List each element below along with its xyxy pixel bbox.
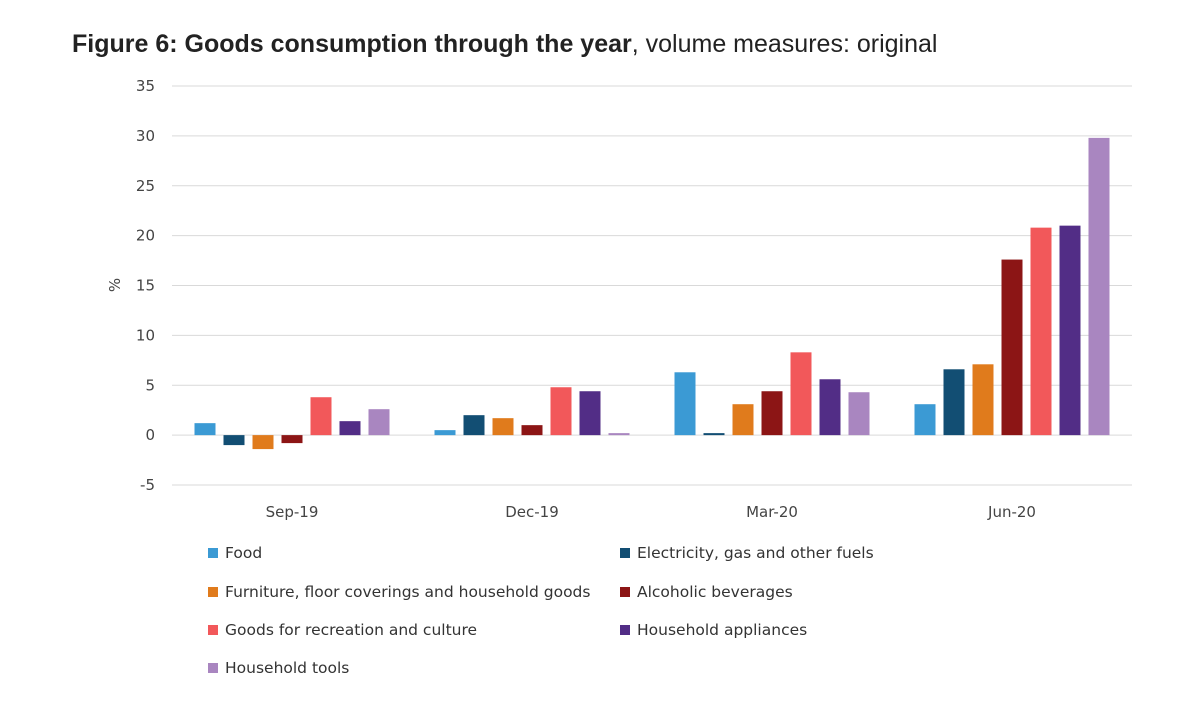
x-tick-label: Dec-19 [505, 503, 559, 521]
legend-item: Household tools [208, 659, 349, 677]
bar [703, 433, 725, 436]
legend-label: Household tools [225, 659, 350, 677]
legend-label: Goods for recreation and culture [225, 621, 478, 639]
chart-title: Figure 6: Goods consumption through the … [72, 30, 937, 59]
bar [252, 435, 274, 450]
legend-item: Alcoholic beverages [620, 583, 793, 601]
y-tick-label: 25 [136, 177, 155, 195]
y-tick-label: 15 [136, 277, 155, 295]
bar [281, 435, 303, 444]
bar [790, 352, 812, 436]
y-tick-label: 10 [136, 326, 155, 344]
bar [1059, 225, 1081, 436]
bar [914, 404, 936, 436]
bar [339, 421, 361, 436]
bar [368, 409, 390, 436]
y-tick-label: 0 [145, 426, 155, 444]
y-axis-label: % [106, 278, 124, 292]
bar [492, 418, 514, 436]
bar [674, 372, 696, 436]
legend-label: Household appliances [637, 621, 808, 639]
legend-swatch [208, 624, 218, 635]
bar [550, 387, 572, 436]
legend-label: Alcoholic beverages [637, 583, 793, 601]
bar [194, 423, 216, 436]
legend-swatch [620, 624, 630, 635]
bar [223, 435, 245, 446]
bar [848, 392, 870, 436]
legend-swatch [620, 586, 630, 597]
y-tick-label: 20 [136, 227, 155, 245]
bar [1088, 137, 1110, 436]
legend-item: Electricity, gas and other fuels [620, 544, 874, 562]
legend-swatch [208, 586, 218, 597]
legend-label: Furniture, floor coverings and household… [225, 583, 591, 601]
bar [434, 430, 456, 436]
legend-item: Food [208, 544, 262, 562]
legend-item: Goods for recreation and culture [208, 621, 477, 639]
y-tick-label: 30 [136, 127, 155, 145]
chart-title-rest: , volume measures: original [631, 30, 938, 58]
y-tick-label: 5 [145, 376, 155, 394]
y-tick-label: -5 [140, 476, 155, 494]
legend-swatch [208, 662, 218, 673]
x-tick-label: Sep-19 [266, 503, 319, 521]
legend-label: Food [225, 544, 263, 562]
legend-swatch [208, 547, 218, 558]
bar [310, 397, 332, 436]
y-tick-label: 35 [136, 77, 155, 95]
x-tick-label: Jun-20 [987, 503, 1036, 521]
bar [943, 369, 965, 436]
bar [819, 379, 841, 436]
bar [1030, 227, 1052, 436]
bar [732, 404, 754, 436]
bar [761, 391, 783, 436]
bar [463, 415, 485, 436]
legend-swatch [620, 547, 630, 558]
bar [608, 433, 630, 436]
legend-item: Furniture, floor coverings and household… [208, 583, 590, 601]
chart-title-bold: Figure 6: Goods consumption through the … [72, 30, 632, 58]
legend-label: Electricity, gas and other fuels [637, 544, 874, 562]
legend-item: Household appliances [620, 621, 807, 639]
bar [521, 425, 543, 436]
bar [579, 391, 601, 436]
bar [972, 364, 994, 436]
bar [1001, 259, 1023, 436]
x-tick-label: Mar-20 [746, 503, 798, 521]
